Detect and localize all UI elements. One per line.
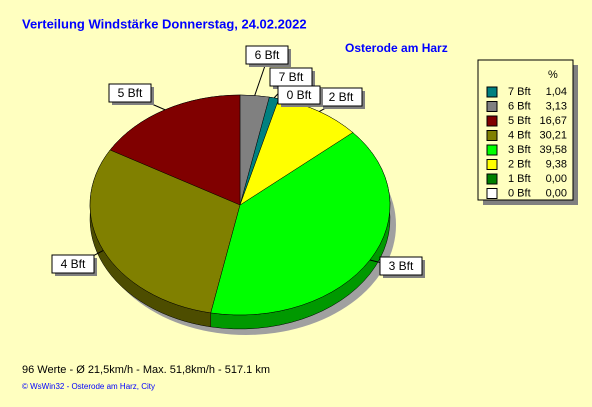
- legend-swatch: [486, 86, 498, 98]
- label-box: [245, 45, 289, 65]
- legend-swatch: [486, 115, 498, 127]
- legend-swatch: [486, 159, 498, 170]
- slice-label: 6 Bft: [255, 48, 280, 62]
- footer: 96 Werte - Ø 21,5km/h - Max. 51,8km/h - …: [22, 364, 270, 376]
- legend-swatch: [486, 144, 498, 156]
- legend-header: %: [548, 69, 558, 81]
- legend-label: 5 Bft: [508, 115, 531, 127]
- legend-swatch: [486, 101, 498, 112]
- label-box: [108, 83, 152, 103]
- legend-label: 3 Bft: [508, 144, 531, 156]
- label-box: [51, 254, 95, 274]
- chart-title: Verteilung Windstärke Donnerstag, 24.02.…: [22, 16, 307, 31]
- legend-value: 0,00: [546, 187, 567, 199]
- legend-label: 2 Bft: [508, 158, 531, 170]
- legend-value: 3,13: [546, 100, 567, 112]
- chart-subtitle: Osterode am Harz: [345, 41, 448, 55]
- legend-value: 16,67: [539, 115, 567, 127]
- legend-label: 4 Bft: [508, 129, 531, 141]
- slice-label: 7 Bft: [279, 70, 304, 84]
- slice: [109, 94, 241, 206]
- slice-label: 5 Bft: [118, 86, 143, 100]
- credit: © WsWin32 - Osterode am Harz, City: [22, 382, 155, 391]
- legend-label: 0 Bft: [508, 187, 531, 199]
- label-box: [277, 85, 321, 105]
- slice-label: 4 Bft: [61, 257, 86, 271]
- legend-swatch: [486, 188, 498, 199]
- legend-swatch: [486, 130, 498, 141]
- legend-value: 0,00: [546, 173, 567, 185]
- legend-value: 9,38: [546, 158, 567, 170]
- slice-label: 3 Bft: [389, 259, 414, 273]
- legend-value: 39,58: [539, 144, 567, 156]
- slice-label: 2 Bft: [329, 90, 354, 104]
- slice-label: 0 Bft: [287, 88, 312, 102]
- legend-swatch: [486, 173, 498, 185]
- label-box: [379, 256, 423, 276]
- legend-label: 7 Bft: [508, 86, 531, 98]
- legend-value: 1,04: [546, 86, 567, 98]
- legend-value: 30,21: [539, 129, 567, 141]
- slice: [210, 132, 391, 316]
- legend-label: 1 Bft: [508, 173, 531, 185]
- legend-label: 6 Bft: [508, 100, 531, 112]
